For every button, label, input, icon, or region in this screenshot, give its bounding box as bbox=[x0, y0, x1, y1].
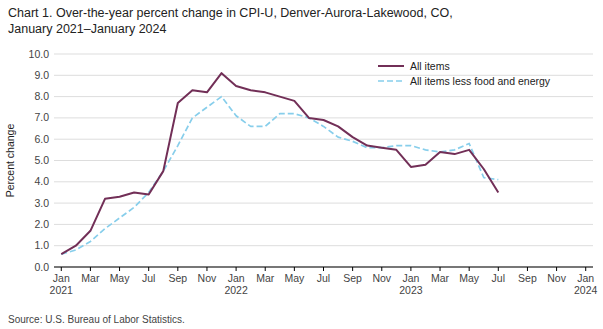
legend-swatch bbox=[378, 65, 404, 67]
x-tick-label: Sep bbox=[343, 272, 362, 284]
x-tick-label-line: Jul bbox=[317, 272, 330, 284]
x-tick-label-line: Sep bbox=[343, 272, 362, 284]
y-axis-label: Percent change bbox=[4, 124, 16, 198]
x-tick-label: Sep bbox=[518, 272, 537, 284]
x-tick bbox=[440, 267, 441, 271]
title: Chart 1. Over-the-year percent change in… bbox=[8, 6, 453, 36]
x-tick-label-line: Mar bbox=[431, 272, 450, 284]
x-tick-label: Sep bbox=[168, 272, 187, 284]
x-tick-label: Jul bbox=[492, 272, 505, 284]
y-tick-label: 6.0 bbox=[34, 133, 49, 145]
x-tick-label: Jan2024 bbox=[574, 272, 598, 296]
x-tick bbox=[177, 267, 178, 271]
grid-line bbox=[54, 139, 593, 140]
x-tick bbox=[61, 267, 62, 271]
source: Source: U.S. Bureau of Labor Statistics. bbox=[8, 314, 185, 325]
x-tick-label: Jul bbox=[142, 272, 155, 284]
x-tick bbox=[352, 267, 353, 271]
x-tick-label: May bbox=[110, 272, 131, 284]
series-line bbox=[61, 97, 498, 255]
x-tick-label: Nov bbox=[372, 272, 391, 284]
y-tick-label: 7.0 bbox=[34, 111, 49, 123]
legend-label: All items less food and energy bbox=[410, 75, 551, 87]
x-tick bbox=[469, 267, 470, 271]
x-tick-label: Nov bbox=[198, 272, 217, 284]
x-tick-label: Nov bbox=[547, 272, 566, 284]
x-tick bbox=[236, 267, 237, 271]
x-tick-label-line: Sep bbox=[168, 272, 187, 284]
grid-line bbox=[54, 54, 593, 55]
x-tick bbox=[90, 267, 91, 271]
grid-line bbox=[54, 96, 593, 97]
lines bbox=[61, 73, 498, 254]
x-tick-label: May bbox=[459, 272, 480, 284]
y-tick-label: 8.0 bbox=[34, 90, 49, 102]
chart: Chart 1. Over-the-year percent change in… bbox=[0, 0, 603, 329]
x-tick-label-line: Nov bbox=[547, 272, 566, 284]
x-tick-label-line: Mar bbox=[256, 272, 275, 284]
x-tick bbox=[294, 267, 295, 271]
x-tick-label-line: 2024 bbox=[574, 284, 598, 296]
legend-swatch bbox=[378, 80, 404, 82]
x-tick-label-line: Jan bbox=[577, 272, 594, 284]
x-tick-label-line: Nov bbox=[372, 272, 391, 284]
x-tick-label-line: Jan bbox=[402, 272, 419, 284]
x-tick-label-line: Nov bbox=[198, 272, 217, 284]
x-tick-label: Mar bbox=[256, 272, 275, 284]
y-tick-label: 1.0 bbox=[34, 239, 49, 251]
x-tick-label-line: Jan bbox=[53, 272, 70, 284]
y-tick-label: 0.0 bbox=[34, 261, 49, 273]
grid-line bbox=[54, 160, 593, 161]
x-tick-label-line: Jul bbox=[492, 272, 505, 284]
x-tick bbox=[556, 267, 557, 271]
legend-label: All items bbox=[410, 60, 450, 72]
x-tick-label-line: Jan bbox=[228, 272, 245, 284]
x-tick bbox=[410, 267, 411, 271]
y-tick-label: 9.0 bbox=[34, 69, 49, 81]
x-tick-label-line: Mar bbox=[81, 272, 100, 284]
x-tick-label: Jul bbox=[317, 272, 330, 284]
grid-line bbox=[54, 117, 593, 118]
x-tick bbox=[265, 267, 266, 271]
x-tick bbox=[527, 267, 528, 271]
y-tick-label: 10.0 bbox=[29, 48, 50, 60]
grid-line bbox=[54, 245, 593, 246]
title-line: Chart 1. Over-the-year percent change in… bbox=[8, 6, 453, 20]
title-line: January 2021–January 2024 bbox=[8, 22, 167, 36]
x-tick bbox=[148, 267, 149, 271]
y-tick-label: 5.0 bbox=[34, 154, 49, 166]
legend: All items All items less food and energy bbox=[378, 60, 551, 87]
x-tick-label: Mar bbox=[431, 272, 450, 284]
grid bbox=[54, 54, 593, 267]
x-tick-label: Jan2022 bbox=[224, 272, 248, 296]
y-axis: 0.0 1.0 2.0 3.0 4.0 5.0 6.0 7.0 8.0 9.0 10.0 bbox=[29, 48, 50, 273]
x-axis: Jan2021MarMayJulSepNovJan2022MarMayJulSe… bbox=[50, 267, 598, 296]
grid-line bbox=[54, 181, 593, 182]
x-tick-label: Jan2021 bbox=[50, 272, 74, 296]
x-tick-label-line: 2023 bbox=[399, 284, 423, 296]
x-tick bbox=[585, 267, 586, 271]
y-tick-label: 4.0 bbox=[34, 175, 49, 187]
x-tick-label: Mar bbox=[81, 272, 100, 284]
series-line bbox=[61, 73, 498, 254]
x-tick-label-line: May bbox=[459, 272, 480, 284]
grid-line bbox=[54, 224, 593, 225]
x-tick-label-line: Jul bbox=[142, 272, 155, 284]
x-tick-label-line: 2022 bbox=[224, 284, 248, 296]
x-tick-label-line: May bbox=[110, 272, 131, 284]
x-tick-label-line: 2021 bbox=[50, 284, 74, 296]
x-tick-label-line: Sep bbox=[518, 272, 537, 284]
x-tick bbox=[381, 267, 382, 271]
x-tick-label: May bbox=[284, 272, 305, 284]
x-tick bbox=[323, 267, 324, 271]
y-tick-label: 2.0 bbox=[34, 218, 49, 230]
x-tick bbox=[119, 267, 120, 271]
x-tick bbox=[206, 267, 207, 271]
grid-line bbox=[54, 203, 593, 204]
y-tick-label: 3.0 bbox=[34, 197, 49, 209]
x-tick bbox=[498, 267, 499, 271]
x-tick-label: Jan2023 bbox=[399, 272, 423, 296]
x-tick-label-line: May bbox=[284, 272, 305, 284]
